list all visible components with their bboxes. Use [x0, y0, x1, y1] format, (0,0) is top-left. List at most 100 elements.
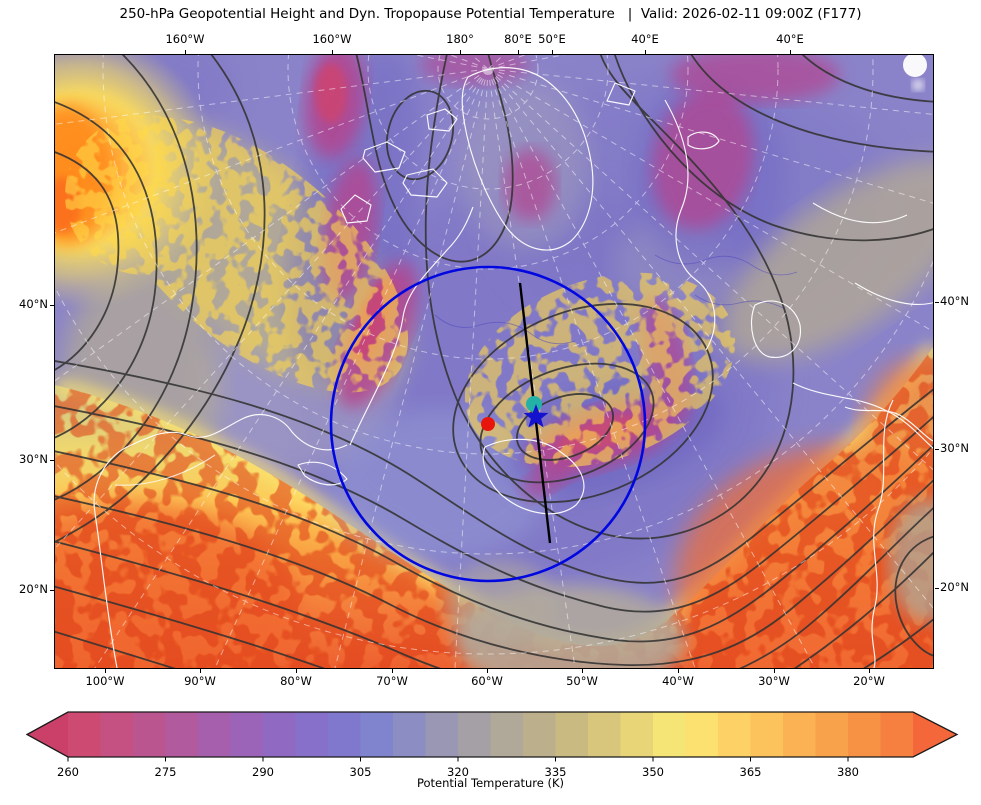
left-axis-label: 20°N [19, 582, 48, 596]
bottom-axis-tick [869, 669, 870, 673]
colorbar-segment [263, 712, 297, 757]
left-axis-label: 40°N [19, 297, 48, 311]
colorbar-segments [68, 712, 914, 757]
colorbar-tick-label: 305 [350, 765, 372, 779]
bottom-axis-tick [392, 669, 393, 673]
map-annotations [329, 55, 927, 583]
right-axis-label: 20°N [940, 580, 969, 594]
colorbar-segment [880, 712, 914, 757]
bottom-axis-label: 50°W [566, 674, 598, 688]
theta-contour-lines [434, 254, 798, 345]
height-contours [55, 55, 933, 668]
graticule [55, 55, 933, 668]
colorbar-tick-label: 260 [57, 765, 79, 779]
left-axis-tick [50, 305, 54, 306]
colorbar-segment [328, 712, 362, 757]
right-axis-label: 40°N [940, 294, 969, 308]
bottom-axis-tick [582, 669, 583, 673]
colorbar-ticks: 260 275 290 305 320 335 350 365 380 [57, 757, 859, 779]
bottom-axis-label: 60°W [471, 674, 503, 688]
colorbar-tick-label: 380 [837, 765, 859, 779]
top-axis-tick [332, 50, 333, 54]
left-axis-tick [50, 460, 54, 461]
colorbar-over-arrow [913, 712, 957, 757]
top-axis-label: 40°E [776, 32, 804, 46]
bottom-axis-label: 100°W [85, 674, 125, 688]
parallels [55, 55, 933, 655]
colorbar-segment [750, 712, 784, 757]
bottom-axis-label: 90°W [184, 674, 216, 688]
bottom-axis-tick [678, 669, 679, 673]
map-frame [54, 54, 934, 669]
colorbar-segment [100, 712, 134, 757]
top-axis-label: 50°E [538, 32, 566, 46]
colorbar-segment [133, 712, 167, 757]
colorbar-segment [490, 712, 524, 757]
coastlines [93, 67, 933, 668]
top-axis-label: 160°W [312, 32, 352, 46]
top-axis-tick [185, 50, 186, 54]
colorbar-tick-label: 365 [740, 765, 762, 779]
left-axis-label: 30°N [19, 452, 48, 466]
colorbar-segment [815, 712, 849, 757]
colorbar-segment [555, 712, 589, 757]
colorbar-segment [718, 712, 752, 757]
colorbar-tick-label: 290 [252, 765, 274, 779]
colorbar-segment [523, 712, 557, 757]
bottom-axis-label: 80°W [280, 674, 312, 688]
colorbar-segment [783, 712, 817, 757]
colorbar-segment [620, 712, 654, 757]
map-canvas [55, 55, 933, 668]
colorbar-segment [230, 712, 264, 757]
colorbar-tick-label: 320 [447, 765, 469, 779]
colorbar-segment [198, 712, 232, 757]
top-axis-label: 160°W [165, 32, 205, 46]
top-axis-tick [460, 50, 461, 54]
colorbar-segment [360, 712, 394, 757]
top-axis-label: 80°E [504, 32, 532, 46]
colorbar: 260 275 290 305 320 335 350 365 380 [25, 711, 959, 779]
top-axis-label: 180° [446, 32, 474, 46]
left-axis-tick [50, 590, 54, 591]
right-axis-tick [935, 588, 939, 589]
teal-dot-marker [526, 396, 542, 412]
colorbar-segment [295, 712, 329, 757]
meridians [55, 55, 933, 668]
red-dot-marker [481, 417, 495, 431]
colorbar-segment [653, 712, 687, 757]
bottom-axis-tick [296, 669, 297, 673]
top-axis-tick [552, 50, 553, 54]
colorbar-segment [425, 712, 459, 757]
colorbar-tick-label: 350 [642, 765, 664, 779]
star-marker [523, 404, 549, 428]
colorbar-segment [393, 712, 427, 757]
top-axis-tick [790, 50, 791, 54]
colorbar-tick-label: 335 [545, 765, 567, 779]
colorbar-tick-label: 275 [155, 765, 177, 779]
bottom-axis-tick [774, 669, 775, 673]
bottom-axis-label: 40°W [662, 674, 694, 688]
bottom-axis-label: 30°W [758, 674, 790, 688]
bottom-axis-tick [200, 669, 201, 673]
right-axis-tick [935, 449, 939, 450]
analysis-circle [329, 265, 647, 583]
colorbar-under-arrow [27, 712, 68, 757]
right-axis-label: 30°N [940, 441, 969, 455]
theta-field [55, 55, 933, 668]
colorbar-segment [685, 712, 719, 757]
figure-title: 250-hPa Geopotential Height and Dyn. Tro… [119, 6, 862, 22]
white-patch [903, 55, 927, 91]
top-axis-label: 40°E [631, 32, 659, 46]
top-axis-tick [518, 50, 519, 54]
bottom-axis-label: 20°W [853, 674, 885, 688]
colorbar-segment [165, 712, 199, 757]
colorbar-label: Potential Temperature (K) [416, 776, 565, 790]
colorbar-segment [68, 712, 102, 757]
bottom-axis-tick [487, 669, 488, 673]
top-axis-tick [645, 50, 646, 54]
bottom-axis-label: 70°W [376, 674, 408, 688]
colorbar-segment [588, 712, 622, 757]
right-axis-tick [935, 302, 939, 303]
colorbar-segment [848, 712, 882, 757]
